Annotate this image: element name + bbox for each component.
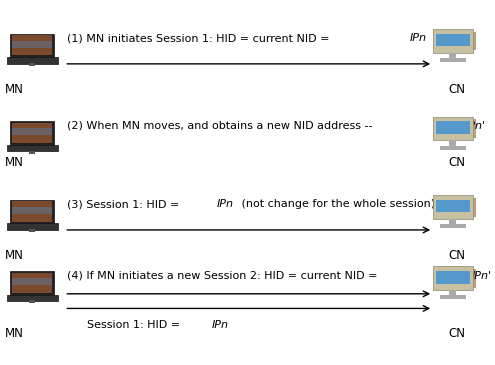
FancyBboxPatch shape [12, 273, 52, 293]
FancyBboxPatch shape [10, 271, 54, 295]
FancyBboxPatch shape [12, 128, 52, 135]
Text: IPn: IPn [410, 33, 427, 43]
Text: CN: CN [448, 156, 465, 169]
FancyBboxPatch shape [12, 123, 52, 143]
FancyBboxPatch shape [436, 271, 470, 284]
FancyBboxPatch shape [440, 58, 466, 62]
FancyBboxPatch shape [449, 219, 456, 225]
Text: (3) Session 1: HID =: (3) Session 1: HID = [67, 199, 183, 210]
Text: MN: MN [5, 156, 24, 169]
FancyBboxPatch shape [440, 295, 466, 299]
FancyBboxPatch shape [12, 201, 52, 222]
FancyBboxPatch shape [29, 300, 35, 303]
FancyBboxPatch shape [29, 63, 35, 66]
FancyBboxPatch shape [6, 145, 58, 151]
FancyBboxPatch shape [473, 119, 476, 138]
FancyBboxPatch shape [433, 117, 473, 141]
Text: IPn: IPn [211, 320, 228, 330]
Text: CN: CN [448, 327, 465, 341]
FancyBboxPatch shape [10, 121, 54, 145]
FancyBboxPatch shape [433, 266, 473, 290]
Text: (1) MN initiates Session 1: HID = current NID =: (1) MN initiates Session 1: HID = curren… [67, 33, 333, 43]
FancyBboxPatch shape [12, 41, 52, 48]
Text: MN: MN [5, 83, 24, 96]
FancyBboxPatch shape [473, 269, 476, 288]
FancyBboxPatch shape [12, 278, 52, 285]
FancyBboxPatch shape [6, 295, 58, 301]
FancyBboxPatch shape [473, 31, 476, 50]
FancyBboxPatch shape [440, 146, 466, 150]
FancyBboxPatch shape [29, 229, 35, 232]
Text: IPn: IPn [216, 199, 233, 210]
Text: (2) When MN moves, and obtains a new NID address --: (2) When MN moves, and obtains a new NID… [67, 121, 376, 131]
FancyBboxPatch shape [449, 141, 456, 146]
FancyBboxPatch shape [12, 35, 52, 55]
Text: Session 1: HID =: Session 1: HID = [87, 320, 183, 330]
FancyBboxPatch shape [10, 200, 54, 223]
Text: MN: MN [5, 327, 24, 341]
Text: CN: CN [448, 249, 465, 262]
Text: (not change for the whole session): (not change for the whole session) [238, 199, 436, 210]
Text: MN: MN [5, 249, 24, 262]
FancyBboxPatch shape [6, 57, 58, 64]
FancyBboxPatch shape [433, 195, 473, 219]
Text: IPn': IPn' [472, 270, 492, 281]
FancyBboxPatch shape [433, 29, 473, 53]
FancyBboxPatch shape [449, 53, 456, 59]
Text: CN: CN [448, 83, 465, 96]
Text: IPn': IPn' [465, 121, 486, 131]
FancyBboxPatch shape [6, 223, 58, 230]
FancyBboxPatch shape [12, 207, 52, 214]
FancyBboxPatch shape [29, 151, 35, 154]
FancyBboxPatch shape [436, 121, 470, 134]
FancyBboxPatch shape [436, 200, 470, 212]
FancyBboxPatch shape [10, 34, 54, 57]
FancyBboxPatch shape [449, 290, 456, 296]
FancyBboxPatch shape [473, 197, 476, 216]
Text: (4) If MN initiates a new Session 2: HID = current NID =: (4) If MN initiates a new Session 2: HID… [67, 270, 381, 281]
FancyBboxPatch shape [436, 34, 470, 46]
FancyBboxPatch shape [440, 224, 466, 228]
